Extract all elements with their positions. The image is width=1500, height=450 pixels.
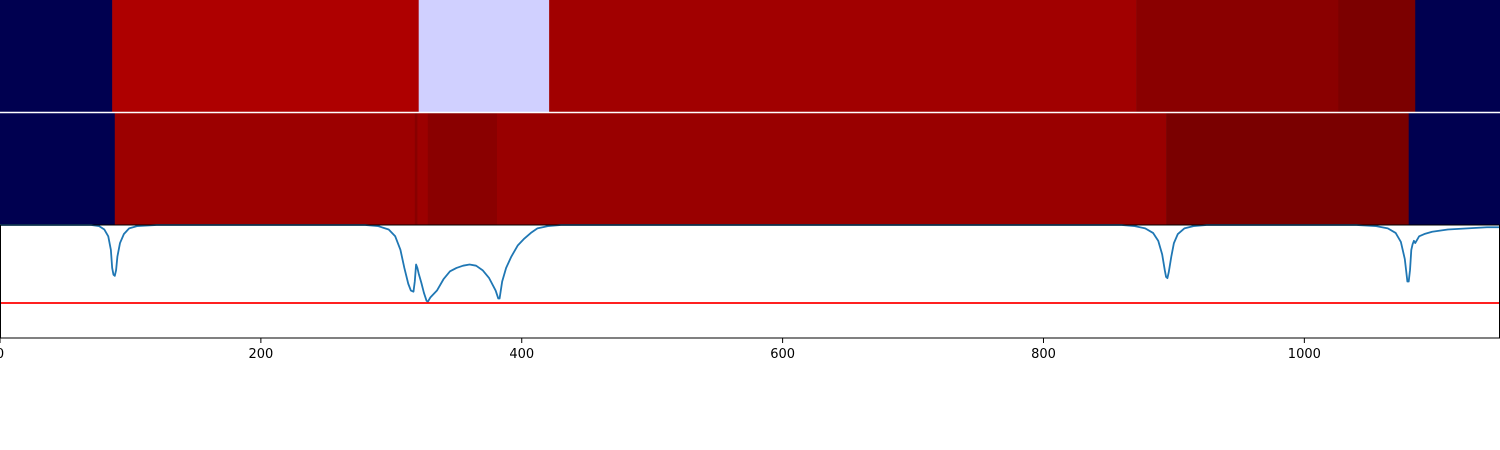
heatmap-bottom-segment-5 (496, 112, 1167, 225)
line-panel-background (0, 225, 1500, 338)
heatmap-bottom-segment-7 (1408, 112, 1500, 225)
line-panel (0, 224, 1500, 339)
heatmap-top-segment-5 (1338, 0, 1416, 113)
heatmap-bottom-segment-1 (114, 112, 416, 225)
heatmap-top (0, 0, 1500, 113)
heatmap-top-segment-2 (418, 0, 550, 113)
heatmap-top-segment-6 (1415, 0, 1500, 113)
x-tick-label-0: 0 (0, 347, 4, 362)
heatmap-bottom-segment-2 (414, 112, 418, 225)
x-tick-label-3: 600 (770, 347, 795, 362)
heatmap-bottom (0, 112, 1500, 225)
heatmap-top-segment-0 (0, 0, 113, 113)
heatmap-bottom-segment-3 (417, 112, 429, 225)
heatmap-top-segment-3 (549, 0, 1137, 113)
x-axis: 0 200 400 600 800 1000 (0, 338, 1321, 362)
x-tick-label-4: 800 (1031, 347, 1056, 362)
x-tick-label-5: 1000 (1288, 347, 1321, 362)
x-tick-label-1: 200 (248, 347, 273, 362)
heatmap-top-segment-4 (1136, 0, 1339, 113)
x-tick-label-2: 400 (509, 347, 534, 362)
heatmap-top-segment-1 (112, 0, 419, 113)
heatmap-bottom-segment-6 (1166, 112, 1409, 225)
heatmap-bottom-segment-4 (427, 112, 498, 225)
heatmap-bottom-segment-0 (0, 112, 116, 225)
